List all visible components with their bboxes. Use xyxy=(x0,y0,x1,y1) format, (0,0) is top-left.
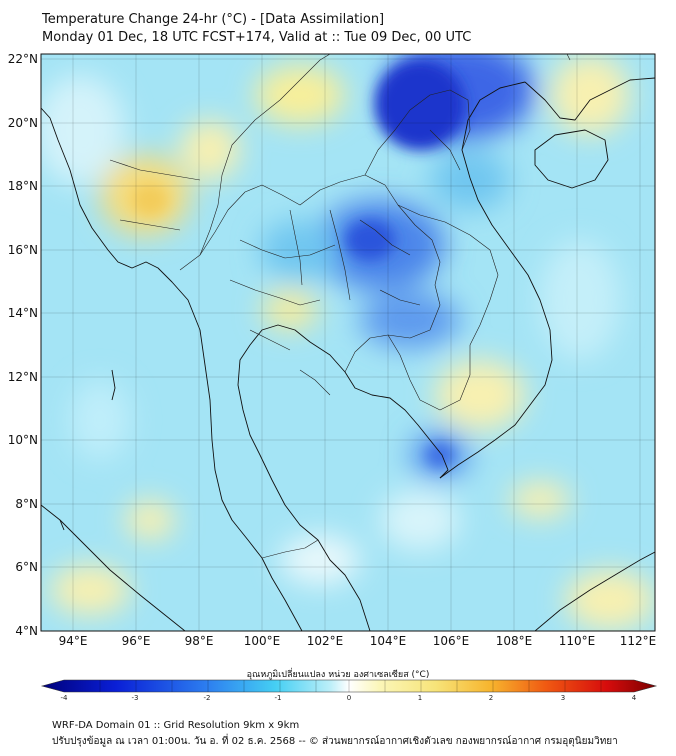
graticule xyxy=(41,54,655,631)
map-subtitle: Monday 01 Dec, 18 UTC FCST+174, Valid at… xyxy=(42,30,472,45)
lat-label: 12°N xyxy=(8,370,38,384)
map-title: Temperature Change 24-hr (°C) - [Data As… xyxy=(42,12,385,27)
lat-label: 4°N xyxy=(15,624,38,638)
latitude-labels: 22°N 20°N 18°N 16°N 14°N 12°N 10°N 8°N 6… xyxy=(8,52,38,638)
colorbar: -4 -3 -2 -1 0 1 2 3 4 xyxy=(40,679,658,702)
colorbar-tick: -2 xyxy=(204,694,211,702)
borders xyxy=(109,54,571,559)
lat-label: 22°N xyxy=(8,52,38,66)
colorbar-title: อุณหภูมิเปลี่ยนแปลง หน่วย องศาเซลเซียส (… xyxy=(246,670,430,680)
lat-label: 18°N xyxy=(8,179,38,193)
lon-label: 94°E xyxy=(59,634,88,648)
coastlines xyxy=(41,77,655,631)
colorbar-tick: 1 xyxy=(418,694,422,702)
lat-label: 6°N xyxy=(15,560,38,574)
lat-label: 20°N xyxy=(8,116,38,130)
map-frame xyxy=(40,53,656,632)
temperature-field xyxy=(41,54,655,631)
lon-label: 112°E xyxy=(620,634,657,648)
colorbar-tick: 2 xyxy=(489,694,493,702)
lon-label: 106°E xyxy=(433,634,470,648)
lon-label: 100°E xyxy=(244,634,281,648)
lon-label: 98°E xyxy=(185,634,214,648)
longitude-labels: 94°E 96°E 98°E 100°E 102°E 104°E 106°E 1… xyxy=(59,634,657,648)
lon-label: 104°E xyxy=(370,634,407,648)
footer-credit: ปรับปรุงข้อมูล ณ เวลา 01:00น. วัน อ. ที่… xyxy=(52,736,618,747)
lon-label: 108°E xyxy=(496,634,533,648)
colorbar-tick: -4 xyxy=(61,694,69,702)
lon-label: 102°E xyxy=(307,634,344,648)
colorbar-bar xyxy=(40,679,658,693)
lat-label: 8°N xyxy=(15,497,38,511)
colorbar-tick: -1 xyxy=(275,694,282,702)
lat-label: 14°N xyxy=(8,306,38,320)
colorbar-tick: 0 xyxy=(347,694,351,702)
colorbar-tick: 4 xyxy=(632,694,637,702)
lat-label: 16°N xyxy=(8,243,38,257)
lat-label: 10°N xyxy=(8,433,38,447)
lon-label: 96°E xyxy=(122,634,151,648)
colorbar-tick: -3 xyxy=(132,694,139,702)
lon-label: 110°E xyxy=(559,634,596,648)
colorbar-tick: 3 xyxy=(561,694,565,702)
footer-grid-info: WRF-DA Domain 01 :: Grid Resolution 9km … xyxy=(52,720,300,731)
